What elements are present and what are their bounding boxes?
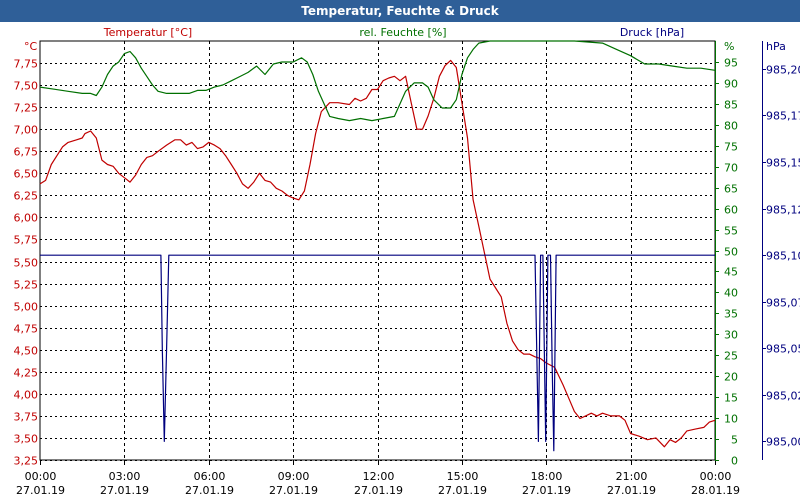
x-tick-date: 27.01.19	[522, 484, 571, 497]
pressure-tick-label: 985,00	[766, 436, 800, 449]
pressure-tick-label: 985,02	[766, 390, 800, 403]
pressure-tick-label: 985,20	[766, 64, 800, 77]
humidity-tick-label: 85	[724, 99, 738, 112]
humidity-tick-label: 45	[724, 266, 738, 279]
window-title: Temperatur, Feuchte & Druck	[0, 0, 800, 22]
humidity-tick-label: 30	[724, 329, 738, 342]
humidity-tick-label: 55	[724, 225, 738, 238]
x-tick-date: 27.01.19	[354, 484, 403, 497]
humidity-tick-label: 10	[724, 413, 738, 426]
humidity-tick-label: 90	[724, 78, 738, 91]
x-tick-time: 00:00	[700, 470, 732, 483]
humidity-tick-label: 35	[724, 308, 738, 321]
pressure-axis-label: Druck [hPa]	[620, 26, 684, 39]
temperature-tick-label: 7,50	[14, 80, 39, 93]
pressure-series-line	[40, 254, 715, 452]
x-tick-time: 12:00	[363, 470, 395, 483]
temperature-tick-label: 6,25	[14, 190, 39, 203]
temperature-tick-label: 5,50	[14, 257, 39, 270]
humidity-tick-label: 60	[724, 204, 738, 217]
temperature-tick-label: 7,00	[14, 124, 39, 137]
pressure-tick-label: 985,12	[766, 204, 800, 217]
temperature-tick-label: 6,50	[14, 168, 39, 181]
temperature-tick-label: 7,75	[14, 58, 39, 71]
pressure-unit-label: hPa	[766, 40, 786, 53]
temperature-tick-label: 7,25	[14, 102, 39, 115]
x-tick-date: 27.01.19	[185, 484, 234, 497]
temperature-axis-label: Temperatur [°C]	[103, 26, 192, 39]
plot-frame	[39, 40, 716, 461]
x-tick-time: 15:00	[447, 470, 479, 483]
temperature-series-line	[39, 59, 716, 448]
humidity-tick-label: 25	[724, 350, 738, 363]
humidity-tick-label: 15	[724, 392, 738, 405]
chart-plot: 7,75 7,50 7,25 7,00 6,75 6,50 6,25 6,00 5,75 5,50…	[14, 26, 800, 497]
humidity-tick-label: 0	[731, 455, 738, 468]
x-tick-date: 28.01.19	[691, 484, 740, 497]
x-tick-time: 18:00	[531, 470, 563, 483]
temperature-tick-label: 5,25	[14, 279, 39, 292]
humidity-tick-label: 95	[724, 57, 738, 70]
humidity-tick-label: 65	[724, 183, 738, 196]
x-tick-time: 00:00	[25, 470, 57, 483]
series-layer	[39, 40, 716, 452]
humidity-tick-label: 40	[724, 287, 738, 300]
x-tick-date: 27.01.19	[607, 484, 656, 497]
x-tick-date: 27.01.19	[438, 484, 487, 497]
x-tick-date: 27.01.19	[16, 484, 65, 497]
temperature-tick-label: 3,25	[14, 455, 39, 468]
pressure-tick-label: 985,05	[766, 343, 800, 356]
temperature-tick-label: 4,75	[14, 323, 39, 336]
x-tick-time: 03:00	[109, 470, 141, 483]
axes: 7,75 7,50 7,25 7,00 6,75 6,50 6,25 6,00 5,75 5,50…	[14, 26, 800, 497]
x-tick-date: 27.01.19	[269, 484, 318, 497]
temperature-unit-label: °C	[24, 40, 38, 53]
humidity-tick-label: 5	[731, 434, 738, 447]
humidity-tick-label: 50	[724, 246, 738, 259]
temperature-tick-label: 5,75	[14, 234, 39, 247]
pressure-tick-label: 985,10	[766, 250, 800, 263]
pressure-tick-label: 985,17	[766, 110, 800, 123]
temperature-tick-label: 4,00	[14, 389, 39, 402]
temperature-tick-label: 4,50	[14, 345, 39, 358]
humidity-axis-label: rel. Feuchte [%]	[359, 26, 446, 39]
humidity-tick-label: 75	[724, 141, 738, 154]
humidity-unit-label: %	[724, 40, 734, 53]
grid	[39, 40, 716, 461]
humidity-tick-label: 20	[724, 371, 738, 384]
temperature-tick-label: 6,75	[14, 146, 39, 159]
temperature-tick-label: 6,00	[14, 212, 39, 225]
temperature-tick-label: 5,00	[14, 301, 39, 314]
humidity-series-line	[39, 40, 716, 122]
x-tick-time: 21:00	[616, 470, 648, 483]
temperature-tick-label: 3,50	[14, 433, 39, 446]
temperature-tick-label: 3,75	[14, 411, 39, 424]
humidity-tick-label: 80	[724, 120, 738, 133]
x-tick-date: 27.01.19	[100, 484, 149, 497]
humidity-tick-label: 70	[724, 162, 738, 175]
pressure-tick-label: 985,15	[766, 157, 800, 170]
x-tick-time: 09:00	[278, 470, 310, 483]
temperature-tick-label: 4,25	[14, 367, 39, 380]
pressure-tick-label: 985,07	[766, 297, 800, 310]
x-tick-time: 06:00	[194, 470, 226, 483]
